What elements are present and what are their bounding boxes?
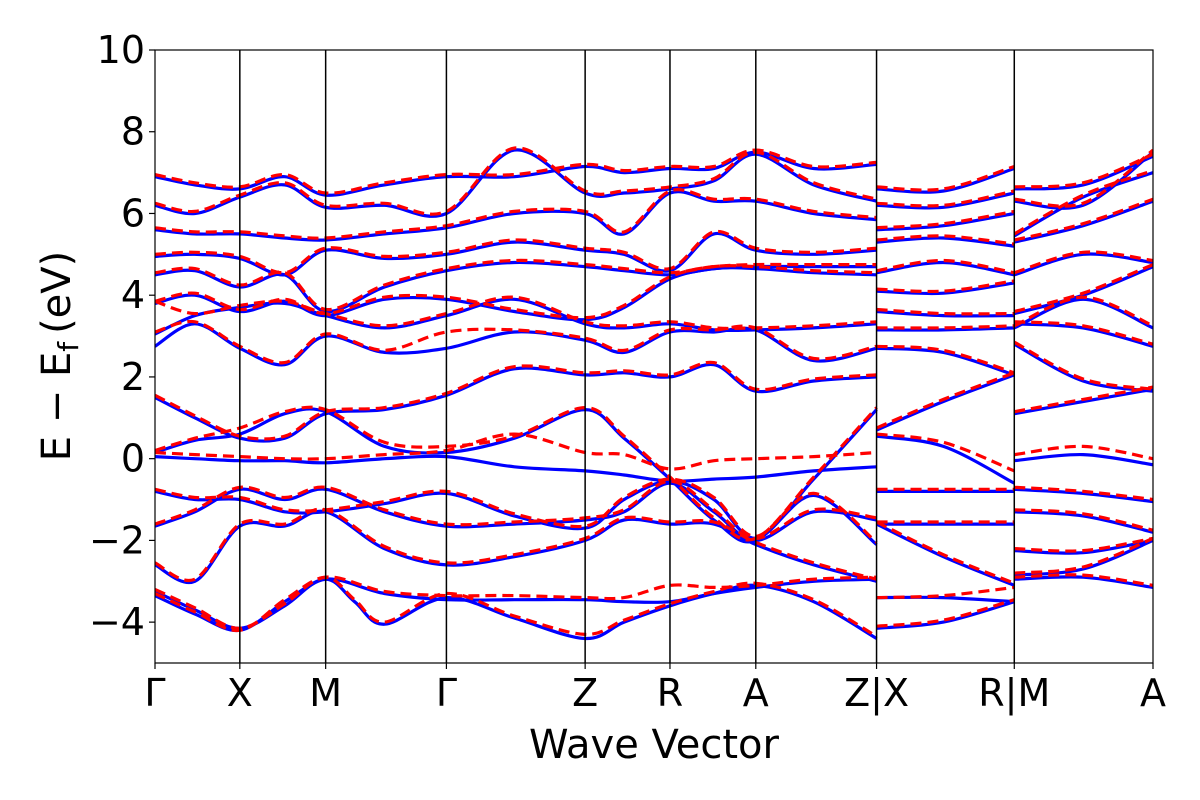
y-axis-label-main: E − E [34,352,80,462]
solid-band-line-13 [155,171,1153,242]
y-tick-label: 8 [121,110,145,154]
y-axis-label: E − Ef (eV) [34,251,85,462]
dashed-band-line-9 [155,295,1153,331]
y-tick-label: 2 [121,355,145,399]
x-tick-label: A [743,671,769,715]
dashed-band-line-14 [155,146,1153,216]
dashed-band-line-5 [155,432,1153,473]
x-axis-label: Wave Vector [529,722,780,768]
band-series-layer [155,146,1153,641]
dashed-band-series [155,146,1153,638]
solid-band-series [155,148,1153,641]
x-tick-label: Z|X [844,671,909,716]
dashed-band-line-2 [155,507,1153,585]
solid-band-line-11 [155,252,1153,314]
x-tick-label: X [227,671,253,715]
dashed-band-line-4 [155,477,1153,544]
x-tick-label: R|M [978,671,1050,716]
solid-band-line-5 [155,434,1153,485]
solid-band-line-8 [155,322,1153,367]
y-tick-label: 10 [97,28,145,72]
solid-band-line-7 [155,342,1153,443]
y-tick-label: 0 [121,437,145,481]
dashed-band-line-8 [155,319,1153,365]
dashed-band-line-12 [155,197,1153,275]
dashed-band-line-3 [155,479,1153,540]
y-tick-label: −2 [89,518,145,562]
y-axis-label-unit: (eV) [34,251,80,334]
x-tick-label: M [309,671,342,715]
solid-band-line-12 [155,199,1153,277]
x-tick-label: Γ [144,671,165,715]
y-tick-label: 4 [121,273,145,317]
x-tick-label: Z [572,671,598,715]
y-tick-label: −4 [89,600,145,644]
dashed-band-line-11 [155,250,1153,312]
x-tick-label: R [657,671,683,715]
solid-band-line-9 [155,297,1153,336]
kpoint-divider-layer [239,50,1016,663]
dashed-band-line-15 [155,148,1153,195]
plot-frame [154,49,1154,664]
x-tick-label: A [1140,671,1166,715]
y-axis-label-subscript: f [52,341,85,352]
y-tick-layer: −4 −2 0 2 4 6 8 10 [89,28,155,644]
dashed-band-line-10 [155,263,1153,320]
dashed-band-line-7 [155,340,1153,441]
x-tick-label: Γ [436,671,457,715]
x-tick-layer: Γ X M Γ Z R A Z|X R|M A [144,663,1166,716]
dashed-band-line-1 [155,536,1153,638]
dashed-band-line-13 [155,169,1153,240]
y-tick-label: 6 [121,191,145,235]
